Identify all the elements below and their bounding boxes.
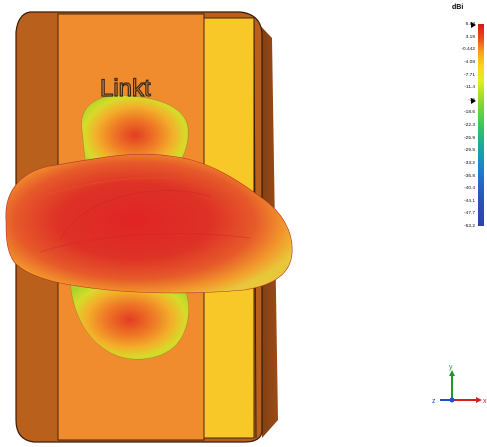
main-lobe [5,153,293,294]
x-axis-label: x [483,398,487,405]
lower-lobe [69,279,189,360]
legend-tick-label: -47.7 [464,211,475,217]
legend-tick-label: -11.4 [464,85,475,91]
legend-tick-label: -44.1 [464,198,475,204]
legend-marker-icon[interactable] [471,97,476,104]
legend-tick-label: -7.71 [464,72,475,78]
contour-line [29,177,171,201]
legend-tick-label: -18.6 [464,110,475,116]
legend-tick-label: -36.8 [464,173,475,179]
y-axis-label: y [449,364,453,371]
x-arrowhead-icon [476,397,482,403]
axis-triad[interactable]: y x z [432,362,487,417]
legend-tick-label: -4.08 [464,59,475,65]
color-legend: dBi 6.83 3.19 -0.442 -4.08 -7.71 -11.4 -15 -18.… [440,4,487,234]
z-axis-label: z [432,398,436,405]
legend-tick-label: -40.4 [464,186,475,192]
y-arrowhead-icon [449,370,455,376]
legend-tick-label: -25.9 [464,135,475,141]
device-label: Linkt [100,75,151,102]
contour-line [59,190,211,241]
origin-dot [449,397,455,403]
contour-line [39,233,251,253]
legend-tick-label: 3.19 [465,34,475,40]
legend-tick-label: -29.5 [464,148,475,154]
legend-marker-icon[interactable] [471,22,476,28]
legend-tick-label: -0.442 [461,47,475,53]
legend-tick-label: -22.3 [464,123,475,128]
legend-colorbar [478,24,484,226]
legend-tick-label: 6.83 [465,22,475,27]
legend-tick-label: -53.2 [464,224,475,229]
legend-unit: dBi [452,4,464,11]
legend-tick-label: -33.2 [464,160,475,166]
